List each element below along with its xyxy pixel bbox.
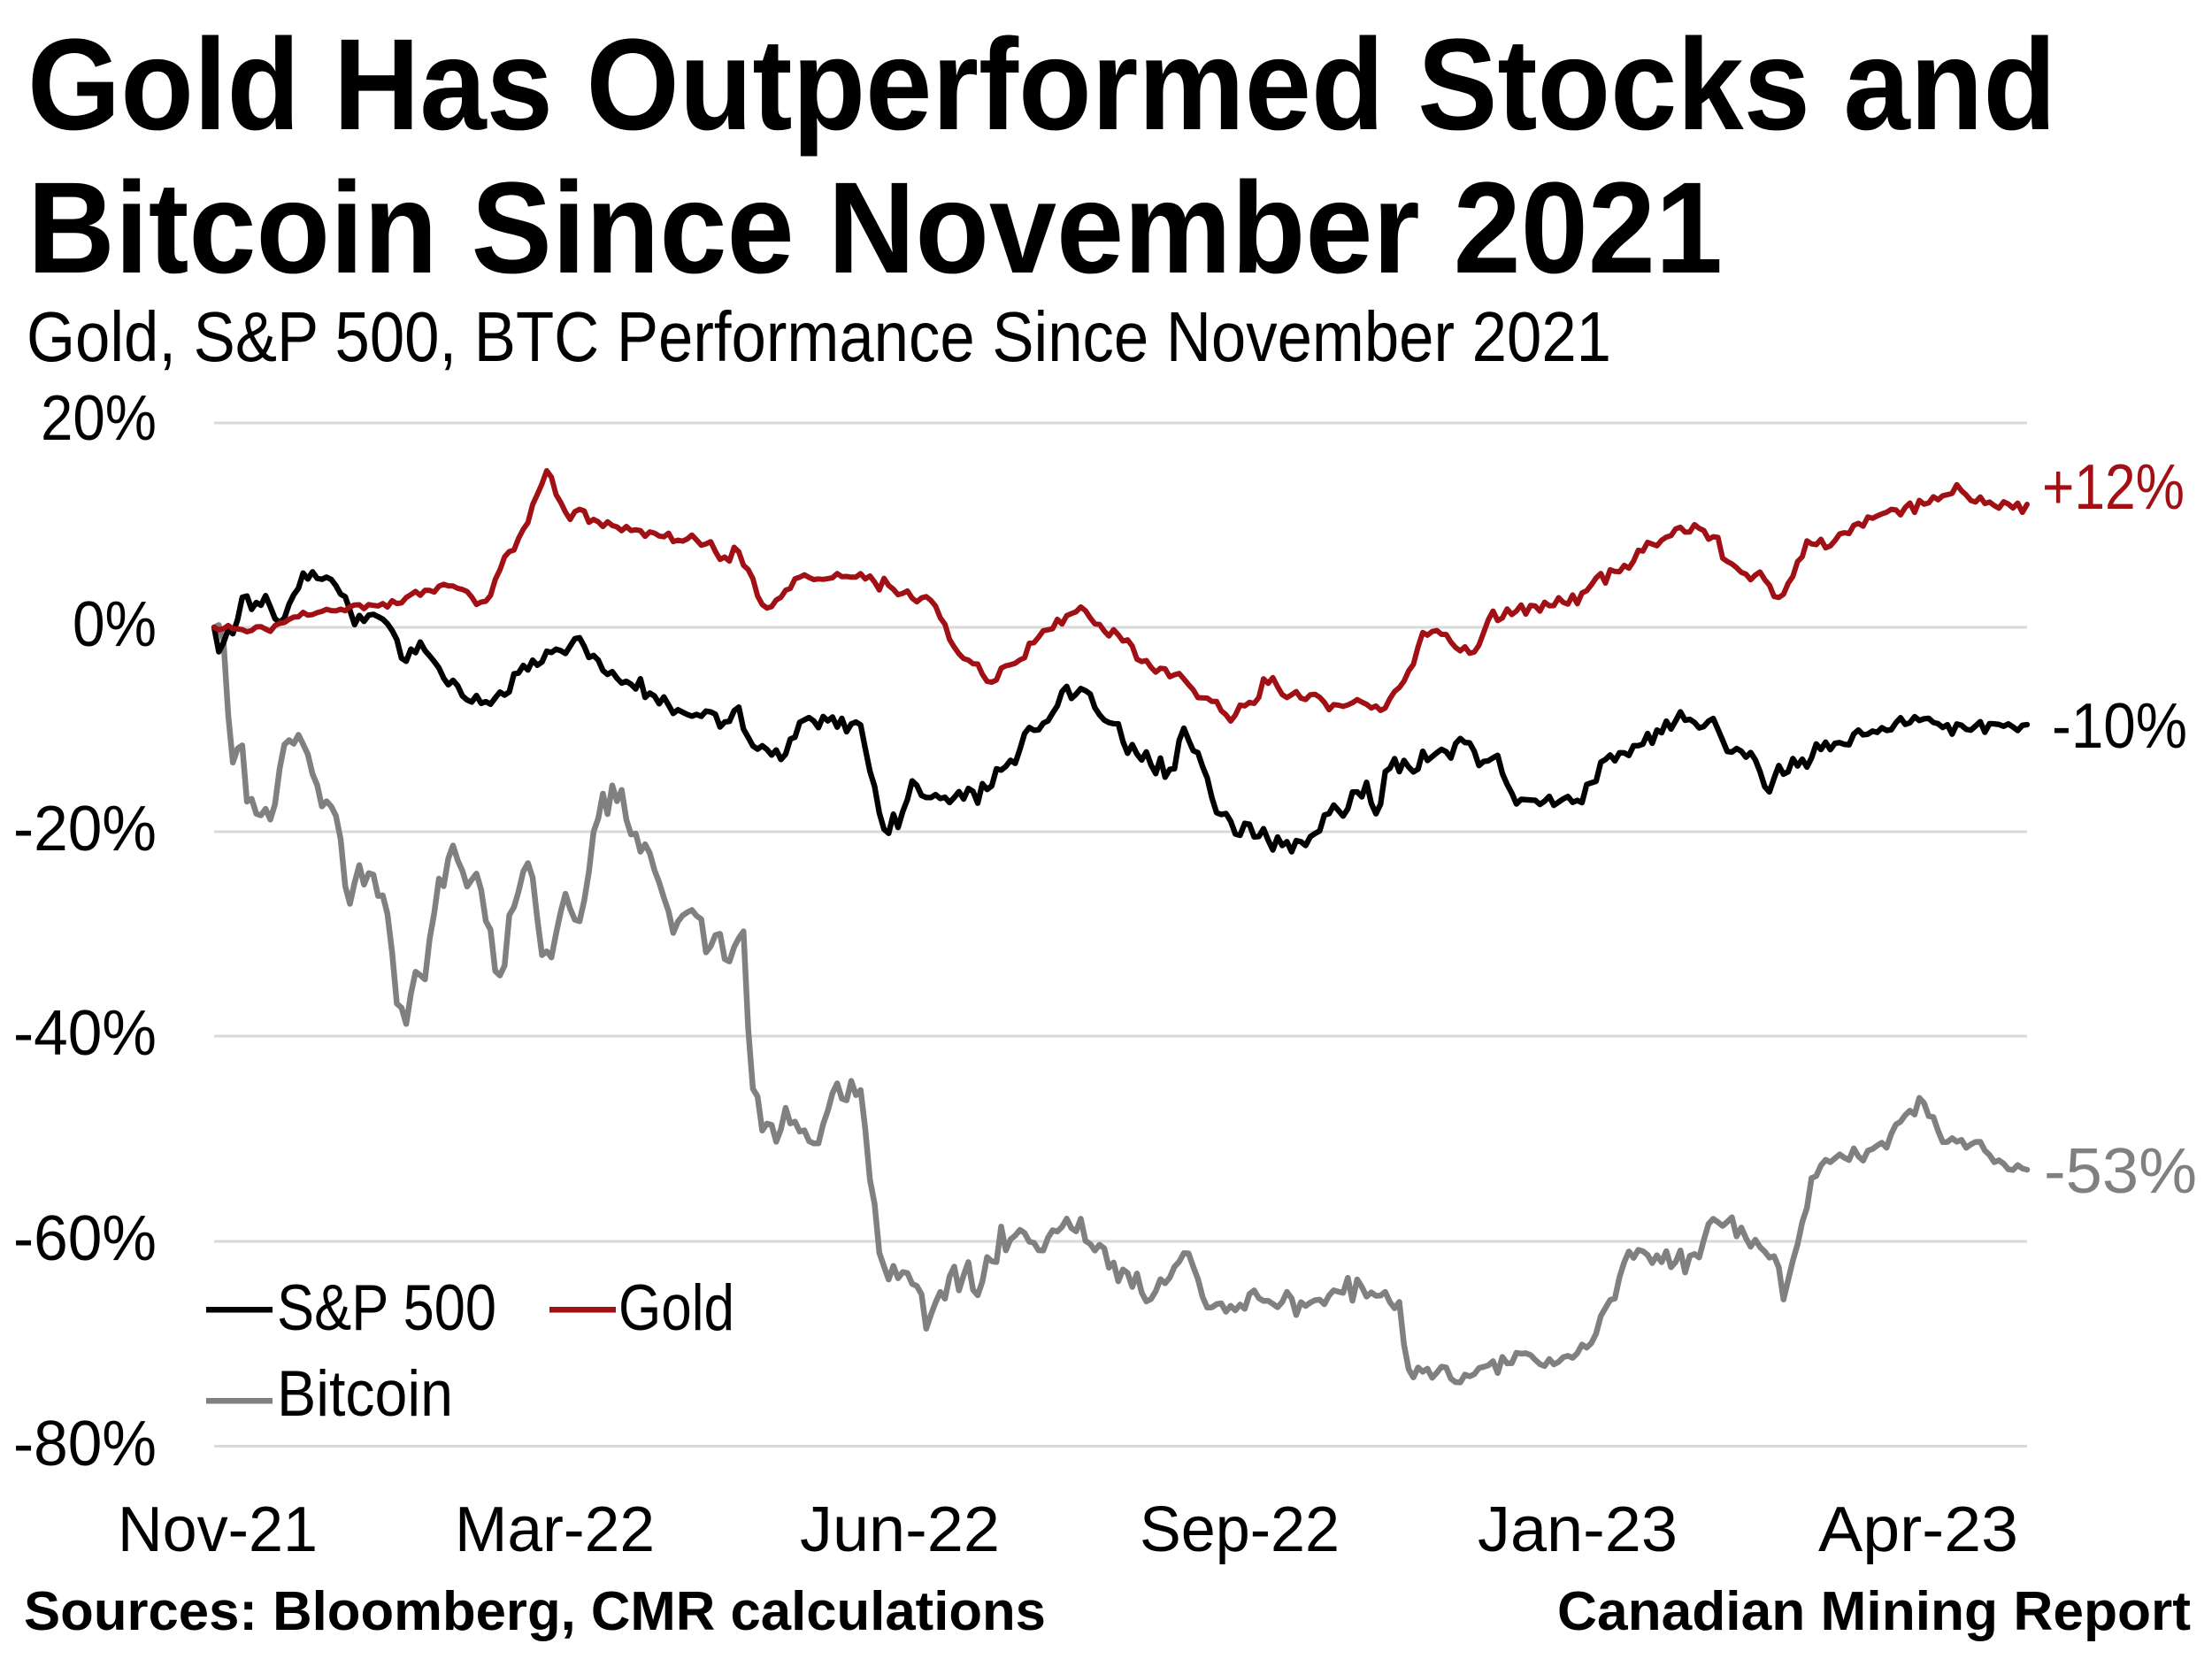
svg-text:-80%: -80% [13, 1409, 157, 1479]
svg-text:Jan-23: Jan-23 [1478, 1494, 1678, 1565]
svg-text:Bitcoin: Bitcoin [277, 1358, 453, 1430]
svg-text:-10%: -10% [2052, 691, 2187, 762]
svg-text:Apr-23: Apr-23 [1818, 1494, 2018, 1565]
svg-text:S&P 500: S&P 500 [277, 1272, 496, 1344]
svg-text:-60%: -60% [13, 1203, 157, 1274]
svg-text:+12%: +12% [2042, 452, 2185, 523]
svg-text:Sep-22: Sep-22 [1140, 1494, 1340, 1565]
svg-text:Jun-22: Jun-22 [800, 1494, 1000, 1565]
svg-text:Nov-21: Nov-21 [118, 1494, 318, 1565]
svg-text:Gold: Gold [618, 1272, 734, 1344]
svg-text:-53%: -53% [2044, 1136, 2197, 1207]
svg-text:Mar-22: Mar-22 [455, 1494, 655, 1565]
svg-text:-40%: -40% [13, 998, 157, 1069]
svg-text:Canadian Mining Report: Canadian Mining Report [1557, 1581, 2191, 1642]
svg-text:0%: 0% [73, 589, 157, 660]
svg-text:Bitcoin Since November 2021: Bitcoin Since November 2021 [27, 156, 1723, 301]
svg-text:-20%: -20% [13, 794, 157, 864]
svg-text:Gold, S&P 500, BTC Performance: Gold, S&P 500, BTC Performance Since Nov… [27, 297, 1611, 376]
svg-text:20%: 20% [41, 383, 157, 454]
svg-text:Sources: Bloomberg, CMR calcul: Sources: Bloomberg, CMR calculations [24, 1581, 1046, 1642]
svg-text:Gold Has Outperformed Stocks a: Gold Has Outperformed Stocks and [27, 12, 2056, 157]
